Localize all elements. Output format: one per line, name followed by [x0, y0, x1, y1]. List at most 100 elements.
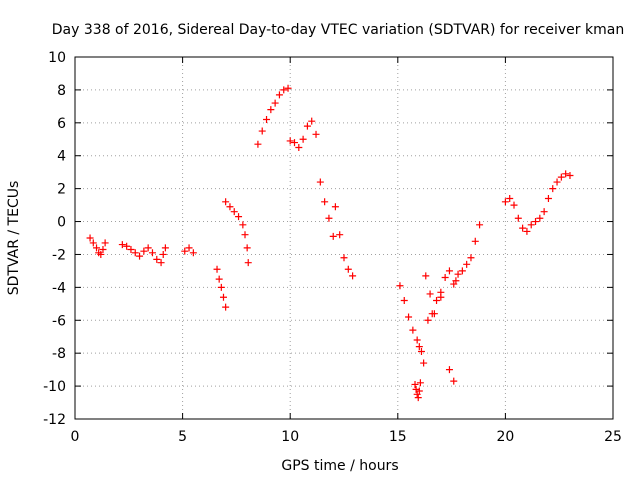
y-tick-label: -10 — [43, 379, 66, 395]
data-point — [454, 270, 462, 278]
data-point — [506, 195, 514, 203]
y-tick-label: 10 — [48, 50, 66, 66]
data-point — [222, 303, 230, 311]
x-tick-label: 15 — [389, 429, 407, 445]
data-point — [340, 254, 348, 262]
data-point — [445, 267, 453, 275]
data-point — [527, 221, 535, 229]
data-point — [244, 259, 252, 267]
data-point — [467, 254, 475, 262]
data-point — [540, 208, 548, 216]
data-point — [441, 273, 449, 281]
data-point — [123, 242, 131, 250]
data-point — [97, 250, 105, 258]
data-point — [409, 326, 417, 334]
data-point — [99, 246, 107, 254]
data-point — [159, 250, 167, 258]
data-point — [450, 377, 458, 385]
data-point — [396, 282, 404, 290]
y-tick-label: 4 — [57, 149, 66, 165]
data-point — [336, 231, 344, 239]
y-tick-label: -4 — [52, 280, 66, 296]
x-axis-label: GPS time / hours — [281, 458, 398, 474]
data-point — [136, 252, 144, 260]
y-tick-label: -2 — [52, 247, 66, 263]
x-tick-label: 5 — [178, 429, 187, 445]
data-point — [471, 237, 479, 245]
data-point — [329, 232, 337, 240]
data-point — [416, 379, 424, 387]
data-point — [93, 244, 101, 252]
data-point — [235, 213, 243, 221]
data-point — [405, 313, 413, 321]
data-point — [217, 283, 225, 291]
data-point — [562, 170, 570, 178]
data-point — [514, 214, 522, 222]
data-point — [258, 127, 266, 135]
data-point — [412, 385, 420, 393]
y-axis-label: SDTVAR / TECUs — [6, 181, 22, 296]
data-point — [118, 241, 126, 249]
data-point — [316, 178, 324, 186]
data-point — [254, 140, 262, 148]
data-point — [437, 293, 445, 301]
data-point — [523, 227, 531, 235]
data-point — [241, 231, 249, 239]
data-point — [226, 203, 234, 211]
data-point — [566, 171, 574, 179]
data-point — [417, 348, 425, 356]
data-point — [411, 380, 419, 388]
data-point — [299, 135, 307, 143]
data-point — [426, 290, 434, 298]
data-point — [463, 260, 471, 268]
data-point — [131, 249, 139, 257]
data-point — [415, 387, 423, 395]
data-point — [181, 247, 189, 255]
data-point — [331, 203, 339, 211]
y-tick-label: 2 — [57, 182, 66, 198]
data-point — [86, 234, 94, 242]
data-point — [101, 239, 109, 247]
data-point — [476, 221, 484, 229]
data-point — [157, 259, 165, 267]
data-point — [219, 293, 227, 301]
data-point — [222, 198, 230, 206]
data-point — [400, 297, 408, 305]
data-point — [213, 265, 221, 273]
data-point — [422, 272, 430, 280]
data-point — [308, 117, 316, 125]
data-point — [239, 221, 247, 229]
data-point — [275, 91, 283, 99]
data-point — [413, 336, 421, 344]
data-point — [280, 86, 288, 94]
data-point — [230, 208, 238, 216]
data-point — [303, 122, 311, 130]
chart-title: Day 338 of 2016, Sidereal Day-to-day VTE… — [52, 22, 624, 38]
data-point — [519, 224, 527, 232]
data-point — [127, 246, 135, 254]
data-point — [414, 394, 422, 402]
data-point — [325, 214, 333, 222]
data-point — [549, 185, 557, 193]
data-point — [445, 366, 453, 374]
x-tick-label: 0 — [71, 429, 80, 445]
data-point — [312, 130, 320, 138]
data-point — [284, 84, 292, 92]
data-point — [536, 214, 544, 222]
data-point — [532, 218, 540, 226]
data-point — [430, 310, 438, 318]
data-point — [458, 267, 466, 275]
data-point — [271, 99, 279, 107]
data-point — [452, 277, 460, 285]
data-point — [420, 359, 428, 367]
grid-lines — [75, 57, 613, 419]
data-point — [267, 106, 275, 114]
data-point — [557, 173, 565, 181]
data-point — [291, 139, 299, 147]
x-tick-label: 10 — [281, 429, 299, 445]
data-point — [144, 244, 152, 252]
data-point — [215, 275, 223, 283]
y-tick-label: -8 — [52, 346, 66, 362]
